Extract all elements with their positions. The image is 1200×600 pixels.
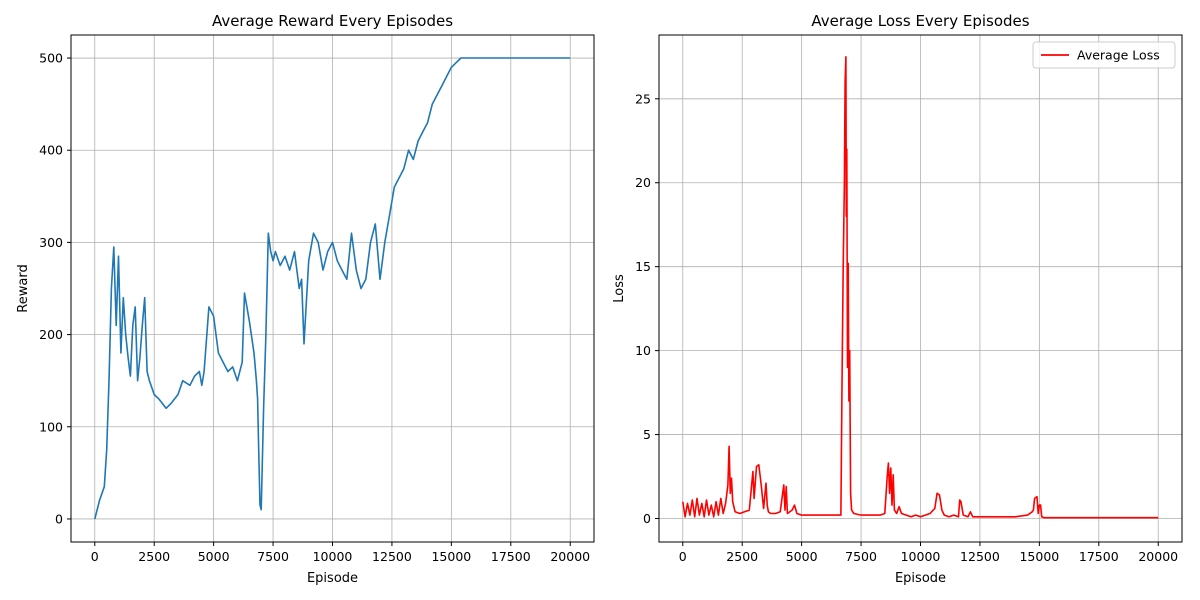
legend: Average Loss (1032, 41, 1176, 69)
x-tick-label: 17500 (491, 549, 531, 564)
x-tick-label: 20000 (550, 549, 590, 564)
loss-chart: 0 2500 5000 7500 10000 12500 15000 17500 20000 0 5… (612, 12, 1183, 586)
y-tick-label: 300 (39, 235, 63, 250)
y-tick-label: 5 (643, 427, 651, 442)
y-tick-label: 25 (635, 91, 651, 106)
x-tick-label: 17500 (1079, 549, 1119, 564)
x-tick-label: 2500 (138, 549, 170, 564)
x-tick-label: 10000 (313, 549, 353, 564)
x-tick-label: 5000 (786, 549, 818, 564)
x-tick-label: 20000 (1138, 549, 1178, 564)
x-tick-label: 12500 (372, 549, 412, 564)
y-tick-label: 20 (635, 175, 651, 190)
chart-title: Average Reward Every Episodes (212, 12, 453, 30)
y-tick-label: 15 (635, 259, 651, 274)
legend-box (1032, 41, 1176, 69)
reward-chart: 0 2500 5000 7500 10000 12500 15000 17500 20000 0 1… (16, 12, 595, 586)
y-tick-label: 100 (39, 419, 63, 434)
y-tick-label: 0 (55, 511, 63, 526)
x-tick-label: 12500 (960, 549, 1000, 564)
y-axis-title: Loss (612, 274, 627, 303)
legend-label: Average Loss (1077, 48, 1160, 63)
chart-title: Average Loss Every Episodes (811, 12, 1029, 30)
x-tick-label: 0 (679, 549, 687, 564)
x-tick-label: 15000 (1019, 549, 1059, 564)
y-tick-label: 10 (635, 343, 651, 358)
y-tick-label: 200 (39, 327, 63, 342)
y-tick-label: 500 (39, 51, 63, 66)
x-tick-label: 2500 (726, 549, 758, 564)
x-axis-title: Episode (307, 571, 358, 586)
series-line (94, 57, 571, 520)
y-tick-label: 0 (643, 511, 651, 526)
x-tick-label: 7500 (257, 549, 289, 564)
y-tick-label: 400 (39, 143, 63, 158)
x-tick-label: 0 (91, 549, 99, 564)
series-line-average-loss (682, 56, 1159, 519)
x-axis-title: Episode (895, 571, 946, 586)
x-tick-label: 10000 (901, 549, 941, 564)
x-tick-label: 7500 (845, 549, 877, 564)
x-tick-label: 5000 (198, 549, 230, 564)
x-tick-label: 15000 (431, 549, 471, 564)
y-axis-title: Reward (16, 264, 31, 312)
